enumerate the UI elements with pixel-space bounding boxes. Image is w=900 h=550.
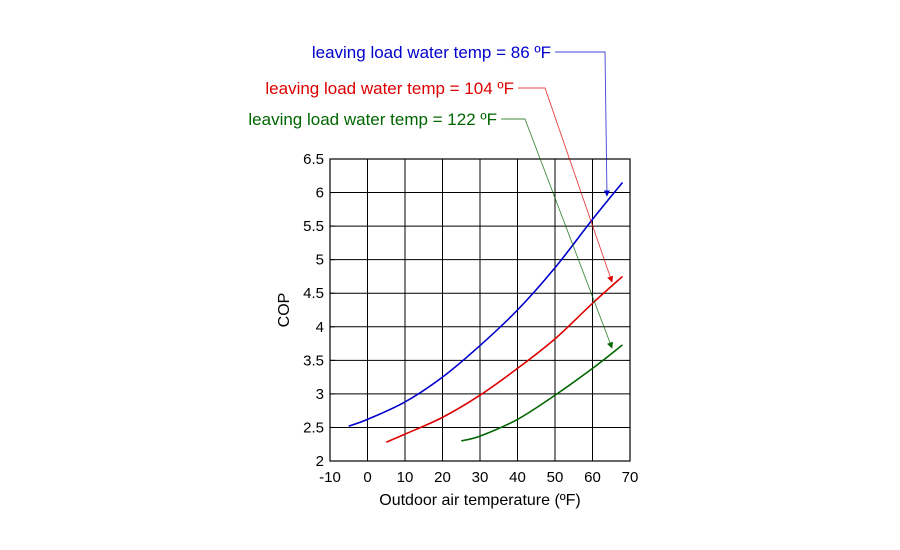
- series-line: [385, 275, 624, 443]
- legend-leader-arrow: [555, 51, 611, 197]
- series-line: [348, 181, 624, 427]
- y-tick-label: 5.5: [303, 218, 324, 235]
- y-tick-label: 5: [316, 252, 324, 269]
- legend: leaving load water temp = 86 ºF leaving l…: [248, 43, 614, 349]
- y-axis-label: COP: [276, 293, 293, 328]
- series-lines: [348, 181, 624, 443]
- y-tick-label: 3.5: [303, 352, 324, 369]
- y-tick-label: 3: [316, 386, 324, 403]
- x-tick-label: 50: [547, 469, 564, 486]
- x-axis: -10 0 10 20 30 40 50 60 70: [319, 456, 638, 486]
- y-tick-label: 2.5: [303, 419, 324, 436]
- x-tick-label: 20: [434, 469, 451, 486]
- x-tick-label: 0: [363, 469, 371, 486]
- x-tick-label: -10: [319, 469, 341, 486]
- x-axis-label: Outdoor air temperature (ºF): [379, 492, 580, 509]
- x-tick-label: 30: [472, 469, 489, 486]
- x-tick-label: 40: [509, 469, 526, 486]
- x-tick-label: 70: [622, 469, 639, 486]
- y-tick-label: 4: [316, 319, 324, 336]
- y-tick-label: 2: [316, 453, 324, 470]
- y-tick-label: 4.5: [303, 285, 324, 302]
- x-tick-label: 60: [584, 469, 601, 486]
- legend-label: leaving load water temp = 104 ºF: [265, 79, 514, 98]
- y-axis: 2 2.5 3 3.5 4 4.5 5 5.5 6 6.5: [303, 151, 335, 470]
- legend-leader-arrow: [518, 87, 614, 283]
- y-tick-label: 6.5: [303, 151, 324, 168]
- series-line: [461, 344, 623, 442]
- y-tick-label: 6: [316, 185, 324, 202]
- grid: [329, 158, 631, 462]
- legend-label: leaving load water temp = 122 ºF: [248, 110, 497, 129]
- legend-leader-arrow: [501, 118, 613, 349]
- x-tick-label: 10: [397, 469, 414, 486]
- legend-label: leaving load water temp = 86 ºF: [312, 43, 551, 62]
